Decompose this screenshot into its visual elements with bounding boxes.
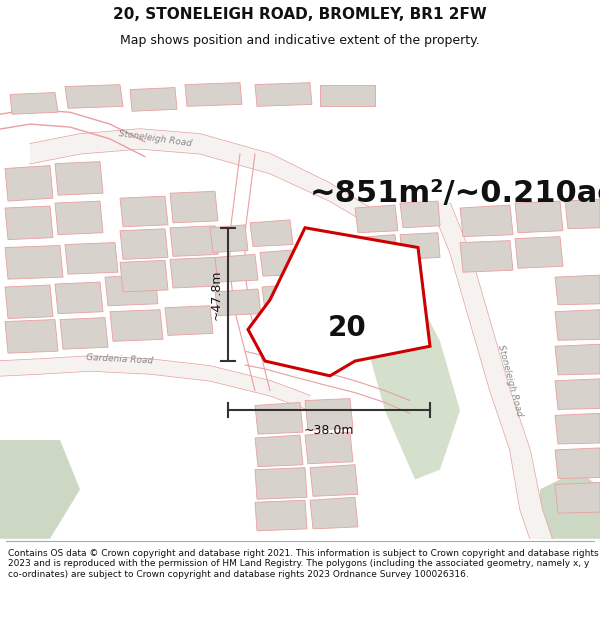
Polygon shape bbox=[260, 249, 303, 276]
Polygon shape bbox=[555, 275, 600, 305]
Polygon shape bbox=[255, 468, 307, 499]
Polygon shape bbox=[5, 246, 63, 279]
Polygon shape bbox=[10, 92, 58, 114]
Polygon shape bbox=[270, 381, 310, 411]
Polygon shape bbox=[5, 319, 58, 353]
Polygon shape bbox=[5, 166, 53, 201]
Polygon shape bbox=[210, 366, 270, 396]
Polygon shape bbox=[310, 498, 358, 529]
Polygon shape bbox=[470, 321, 510, 391]
Polygon shape bbox=[345, 248, 460, 479]
Text: Map shows position and indicative extent of the property.: Map shows position and indicative extent… bbox=[120, 34, 480, 48]
Polygon shape bbox=[215, 289, 261, 316]
Polygon shape bbox=[105, 274, 158, 306]
Polygon shape bbox=[270, 154, 330, 201]
Polygon shape bbox=[305, 399, 353, 430]
Polygon shape bbox=[5, 285, 53, 319]
Polygon shape bbox=[255, 435, 303, 467]
Polygon shape bbox=[490, 391, 530, 450]
Polygon shape bbox=[555, 482, 600, 513]
Polygon shape bbox=[150, 359, 210, 381]
Polygon shape bbox=[540, 469, 600, 539]
Polygon shape bbox=[170, 226, 218, 256]
Polygon shape bbox=[120, 196, 168, 227]
Polygon shape bbox=[255, 82, 312, 106]
Polygon shape bbox=[200, 134, 270, 174]
Polygon shape bbox=[65, 84, 123, 108]
Polygon shape bbox=[255, 500, 307, 531]
Polygon shape bbox=[310, 465, 358, 496]
Polygon shape bbox=[80, 129, 140, 154]
Polygon shape bbox=[30, 134, 80, 164]
Polygon shape bbox=[110, 310, 163, 341]
Polygon shape bbox=[305, 432, 353, 464]
Polygon shape bbox=[140, 129, 200, 154]
Polygon shape bbox=[120, 261, 168, 292]
Text: Contains OS data © Crown copyright and database right 2021. This information is : Contains OS data © Crown copyright and d… bbox=[8, 549, 598, 579]
Polygon shape bbox=[5, 206, 53, 239]
Text: ~851m²/~0.210ac.: ~851m²/~0.210ac. bbox=[310, 179, 600, 208]
Polygon shape bbox=[430, 203, 470, 252]
Polygon shape bbox=[0, 359, 40, 376]
Polygon shape bbox=[210, 225, 248, 253]
Polygon shape bbox=[55, 201, 103, 234]
Text: ~47.8m: ~47.8m bbox=[209, 269, 223, 319]
Polygon shape bbox=[460, 205, 513, 237]
Polygon shape bbox=[170, 191, 218, 223]
Polygon shape bbox=[450, 253, 490, 321]
Polygon shape bbox=[262, 284, 308, 311]
Polygon shape bbox=[400, 201, 440, 228]
Polygon shape bbox=[510, 450, 542, 509]
Polygon shape bbox=[255, 402, 303, 434]
Text: ~38.0m: ~38.0m bbox=[304, 424, 354, 437]
Polygon shape bbox=[555, 448, 600, 479]
Polygon shape bbox=[55, 162, 103, 195]
Polygon shape bbox=[65, 242, 118, 274]
Polygon shape bbox=[555, 379, 600, 409]
Polygon shape bbox=[555, 310, 600, 341]
Polygon shape bbox=[0, 440, 80, 539]
Polygon shape bbox=[60, 318, 108, 349]
Polygon shape bbox=[355, 205, 398, 232]
Polygon shape bbox=[565, 199, 600, 229]
Polygon shape bbox=[120, 229, 168, 259]
Polygon shape bbox=[400, 232, 440, 259]
Polygon shape bbox=[55, 282, 103, 314]
Polygon shape bbox=[248, 228, 430, 376]
Polygon shape bbox=[520, 509, 552, 539]
Polygon shape bbox=[90, 356, 150, 374]
Polygon shape bbox=[165, 306, 213, 336]
Polygon shape bbox=[185, 82, 242, 106]
Polygon shape bbox=[215, 254, 258, 282]
Polygon shape bbox=[170, 258, 218, 288]
Text: Stoneleigh Road: Stoneleigh Road bbox=[496, 344, 524, 418]
Polygon shape bbox=[330, 183, 370, 225]
Polygon shape bbox=[250, 220, 293, 246]
Polygon shape bbox=[130, 88, 177, 111]
Text: Stoneleigh Road: Stoneleigh Road bbox=[118, 129, 192, 149]
Polygon shape bbox=[515, 237, 563, 268]
Polygon shape bbox=[320, 84, 375, 106]
Text: 20: 20 bbox=[328, 314, 367, 342]
Polygon shape bbox=[555, 344, 600, 375]
Text: Gardenia Road: Gardenia Road bbox=[86, 353, 154, 366]
Polygon shape bbox=[460, 241, 513, 272]
Polygon shape bbox=[355, 234, 398, 262]
Text: 20, STONELEIGH ROAD, BROMLEY, BR1 2FW: 20, STONELEIGH ROAD, BROMLEY, BR1 2FW bbox=[113, 7, 487, 22]
Polygon shape bbox=[40, 356, 90, 374]
Polygon shape bbox=[515, 201, 563, 232]
Polygon shape bbox=[555, 413, 600, 444]
